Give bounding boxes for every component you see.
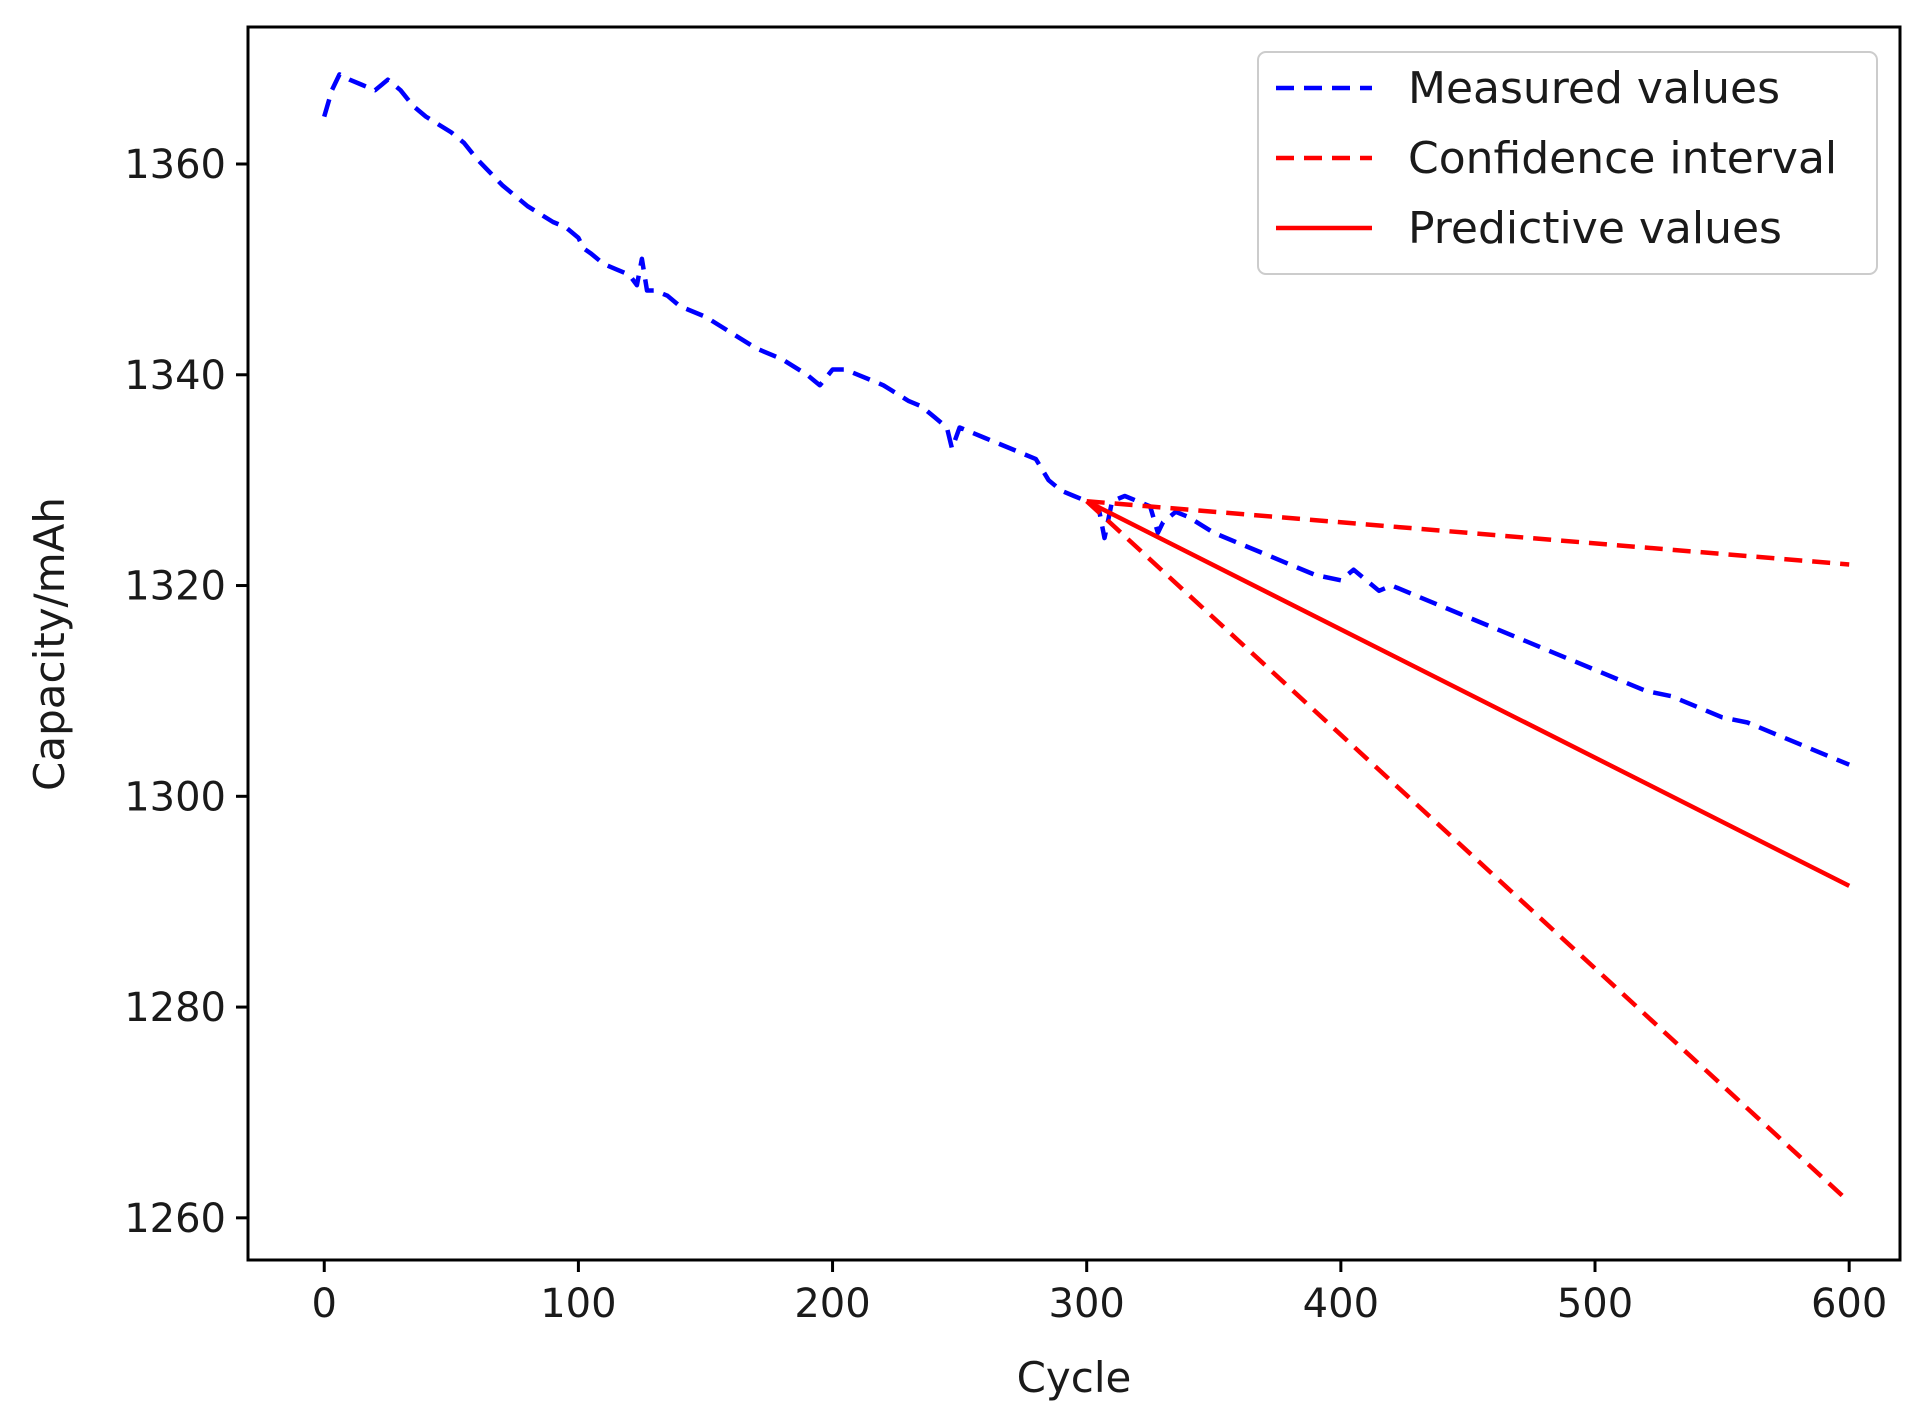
y-tick-label: 1320 [124, 564, 226, 610]
legend-entries: Measured values Confidence interval Predic… [1276, 63, 1837, 254]
x-tick-label: 400 [1303, 1281, 1379, 1327]
plot-frame [246, 25, 1902, 1262]
x-axis-ticks: 0 100 200 300 400 500 600 [312, 1260, 1887, 1327]
legend-label: Measured values [1408, 63, 1780, 114]
x-tick-label: 500 [1557, 1281, 1633, 1327]
y-axis-title: Capacity/mAh [25, 497, 74, 791]
x-tick-label: 200 [794, 1281, 870, 1327]
series-line-confidence-interval [1086, 498, 1850, 567]
y-tick-label: 1360 [124, 142, 226, 188]
y-tick-label: 1260 [124, 1196, 226, 1242]
legend-frame [1257, 51, 1878, 275]
series-line-measured-values [322, 72, 1851, 767]
x-tick-label: 600 [1811, 1281, 1887, 1327]
x-axis-title: Cycle [1017, 1353, 1132, 1402]
x-tick-label: 100 [540, 1281, 616, 1327]
series-line-predictive-values [1085, 499, 1851, 888]
y-tick-label: 1340 [124, 353, 226, 399]
y-tick-label: 1280 [124, 985, 226, 1031]
series-line-confidence-interval-lower [1085, 499, 1851, 1204]
legend-label: Confidence interval [1408, 133, 1837, 184]
series-layer [322, 72, 1851, 1204]
x-tick-label: 300 [1049, 1281, 1125, 1327]
legend-label: Predictive values [1408, 203, 1782, 254]
y-axis-ticks: 1260 1280 1300 1320 1340 1360 [124, 142, 248, 1242]
y-tick-label: 1300 [124, 774, 226, 820]
legend: Measured values Confidence interval Predic… [1257, 51, 1878, 275]
x-tick-label: 0 [312, 1281, 337, 1327]
